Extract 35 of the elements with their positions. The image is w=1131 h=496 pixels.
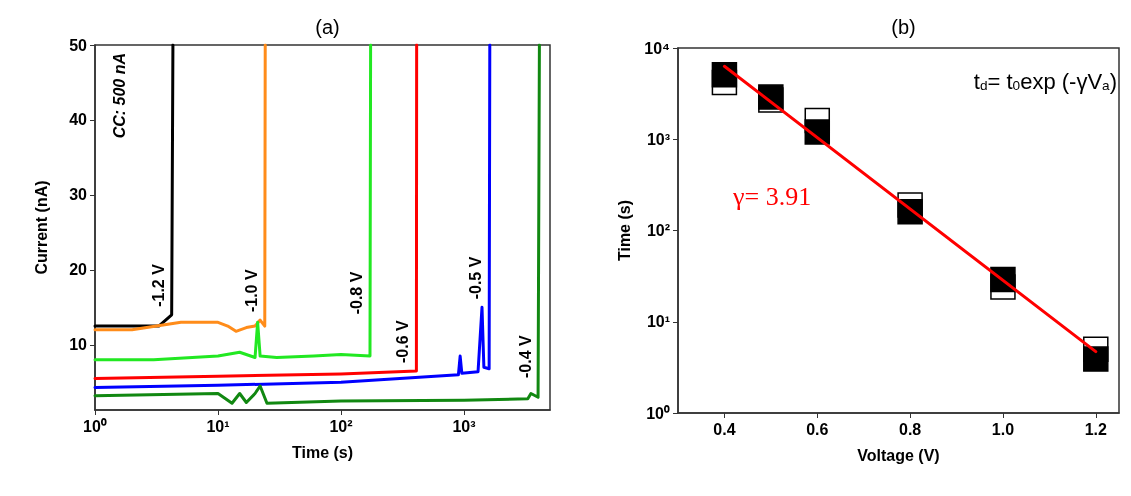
text: -1.0 V <box>242 269 260 313</box>
x-tick-label: 0.4 <box>713 420 736 438</box>
y-tick-label: 30 <box>69 186 88 204</box>
y-axis-title: Time (s) <box>615 199 633 262</box>
chart-title: (a) <box>315 16 340 38</box>
x-tick-label: 10¹ <box>206 417 230 435</box>
text: -0.4 V <box>516 335 534 379</box>
annotation: CC: 500 nA <box>110 53 128 139</box>
x-tick-label: 10⁰ <box>83 417 107 435</box>
y-tick-label: 50 <box>69 36 88 54</box>
y-tick-label: 10² <box>646 222 670 239</box>
text: -0.8 V <box>348 271 366 315</box>
text: -1.2 V <box>150 263 168 307</box>
y-axis-title: Current (nA) <box>32 180 50 275</box>
point <box>1083 346 1109 372</box>
text: -0.6 V <box>394 320 412 364</box>
annotation: td= t0exp (-γVa) <box>973 68 1117 94</box>
y-tick-label: 10¹ <box>646 313 670 331</box>
x-axis-title: Time (s) <box>291 443 354 461</box>
y-tick-label: 10⁰ <box>646 404 670 422</box>
y-tick-label: 10³ <box>646 130 670 148</box>
y-tick-label: 40 <box>69 111 88 129</box>
x-axis-title: Voltage (V) <box>857 446 940 464</box>
x-tick-label: 0.6 <box>806 420 829 438</box>
annotation: γ= 3.91 <box>732 181 812 211</box>
chart-title: (b) <box>891 16 916 38</box>
x-tick-label: 1.2 <box>1084 420 1108 438</box>
x-tick-label: 10³ <box>452 417 476 435</box>
y-tick-label: 10 <box>69 336 88 354</box>
y-tick-label: 10⁴ <box>644 39 671 57</box>
x-tick-label: 10² <box>329 417 353 435</box>
x-tick-label: 0.8 <box>898 420 922 438</box>
text: -0.5 V <box>467 256 485 300</box>
x-tick-label: 1.0 <box>991 420 1015 438</box>
y-tick-label: 20 <box>69 261 88 279</box>
